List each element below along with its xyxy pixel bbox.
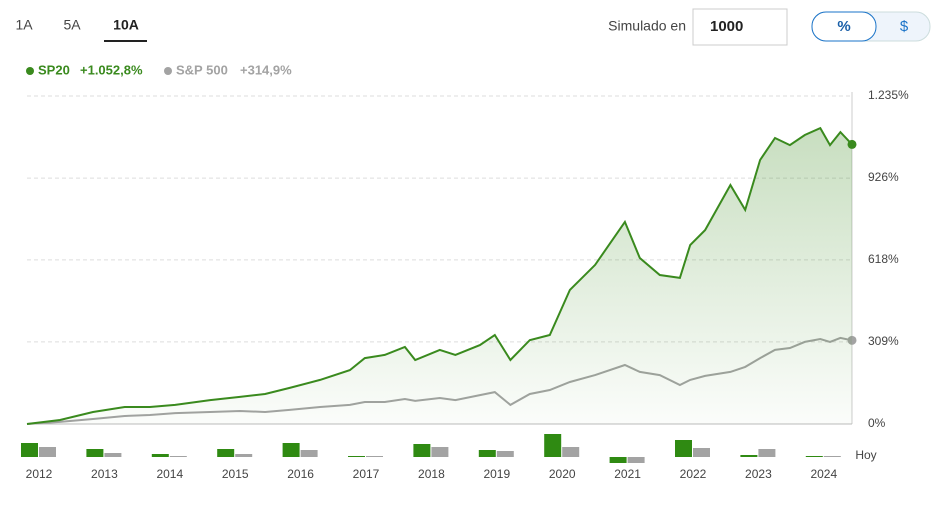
bar [86,449,104,457]
x-tick-label: 2016 [287,467,314,481]
legend-dot [26,67,34,75]
legend-name: S&P 500 [176,62,228,77]
toggle-option[interactable]: % [837,18,850,35]
bar [348,456,365,457]
bar [740,455,758,457]
x-tick-label: 2018 [418,467,445,481]
x-tick-label: 2020 [549,467,576,481]
y-tick-label: 618% [868,252,899,266]
legend-value: +1.052,8% [80,62,143,77]
area [27,128,852,424]
bar [431,447,449,457]
y-tick-label: 309% [868,334,899,348]
bar [609,457,627,463]
toggle-option[interactable]: $ [900,18,909,35]
legend-dot [164,67,172,75]
bar [366,456,383,457]
end-dot [847,139,857,149]
bar [169,456,187,457]
bar [413,444,431,457]
bar [805,456,823,457]
y-tick-label: 0% [868,416,886,430]
bar [562,447,580,457]
bar [478,450,496,457]
x-tick-label: 2019 [483,467,510,481]
legend-name: SP20 [38,62,70,77]
sim-input[interactable] [692,8,788,46]
toggle-active[interactable] [811,11,877,42]
legend-value: +314,9% [240,62,292,77]
bar [151,454,169,457]
x-tick-label: 2021 [614,467,641,481]
x-tick-label: 2013 [91,467,118,481]
bar [282,443,300,457]
x-tick-label: 2015 [222,467,249,481]
bar [758,449,776,457]
sim-value: 1000 [710,18,743,35]
series-line [26,126,853,425]
bar [823,456,841,457]
x-tick-label: 2012 [26,467,53,481]
bar [39,447,56,457]
bar [627,457,645,463]
x-tick-label: 2022 [680,467,707,481]
bar [217,449,235,457]
bar [235,454,253,457]
tab[interactable]: 1A [15,17,33,33]
sim-label: Simulado en [608,18,686,34]
bar [544,434,562,457]
y-tick-label: 1.235% [868,88,909,102]
bar [21,443,38,457]
x-tick-label: Hoy [855,448,876,462]
bar [300,450,318,457]
x-tick-label: 2024 [810,467,837,481]
bar [104,453,122,457]
tab-active[interactable]: 10A [113,17,139,33]
bar [496,451,514,457]
x-tick-label: 2023 [745,467,772,481]
bar [693,448,710,457]
x-tick-label: 2014 [156,467,183,481]
x-tick-label: 2017 [353,467,380,481]
y-tick-label: 926% [868,170,899,184]
tab[interactable]: 5A [63,17,81,33]
bar [675,440,692,457]
